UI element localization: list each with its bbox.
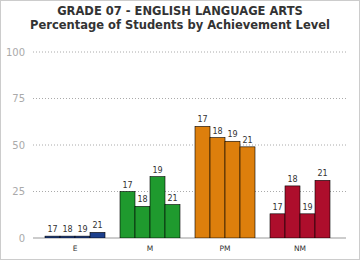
series-label: 19 (227, 130, 237, 139)
y-tick-label: 25 (12, 186, 25, 197)
subtitle: Percentage of Students by Achievement Le… (30, 18, 330, 32)
grid-line (33, 52, 346, 53)
x-tick-label: NM (294, 244, 306, 253)
x-tick-label: M (147, 244, 153, 253)
bar (165, 205, 180, 238)
series-label: 18 (62, 225, 72, 234)
chart-container: GRADE 07 - ENGLISH LANGUAGE ARTSPercenta… (0, 0, 360, 260)
bar (195, 126, 210, 238)
series-label: 21 (242, 136, 252, 145)
series-label: 21 (167, 194, 177, 203)
bars (45, 126, 330, 238)
bar (45, 236, 60, 238)
bar (60, 236, 75, 238)
bar (300, 214, 315, 238)
grid-line (33, 98, 346, 99)
bar (120, 192, 135, 239)
y-tick-label: 50 (12, 140, 25, 151)
series-label: 19 (77, 225, 87, 234)
bar (270, 214, 285, 238)
series-label: 21 (317, 169, 327, 178)
y-tick-label: 100 (6, 47, 25, 58)
series-label: 17 (272, 203, 282, 212)
series-label: 17 (47, 225, 57, 234)
bar (210, 138, 225, 238)
bar (135, 206, 150, 238)
chart-svg: GRADE 07 - ENGLISH LANGUAGE ARTSPercenta… (0, 0, 360, 260)
series-label: 19 (302, 203, 312, 212)
x-tick-label: PM (220, 244, 231, 253)
bar (90, 232, 105, 238)
series-label: 17 (122, 181, 132, 190)
grid-line (33, 145, 346, 146)
bar (75, 236, 90, 238)
y-tick-label: 0 (19, 233, 25, 244)
series-label: 18 (287, 175, 297, 184)
bar (240, 147, 255, 238)
bar (225, 141, 240, 238)
bar (285, 186, 300, 238)
series-label: 21 (92, 221, 102, 230)
series-label: 18 (137, 195, 147, 204)
series-label: 18 (212, 127, 222, 136)
series-label: 17 (197, 115, 207, 124)
bar (315, 180, 330, 238)
bar (150, 177, 165, 238)
y-tick-label: 75 (12, 93, 25, 104)
series-label: 19 (152, 166, 162, 175)
title: GRADE 07 - ENGLISH LANGUAGE ARTS (57, 4, 303, 18)
x-tick-label: E (73, 244, 78, 253)
frame (1, 1, 360, 260)
